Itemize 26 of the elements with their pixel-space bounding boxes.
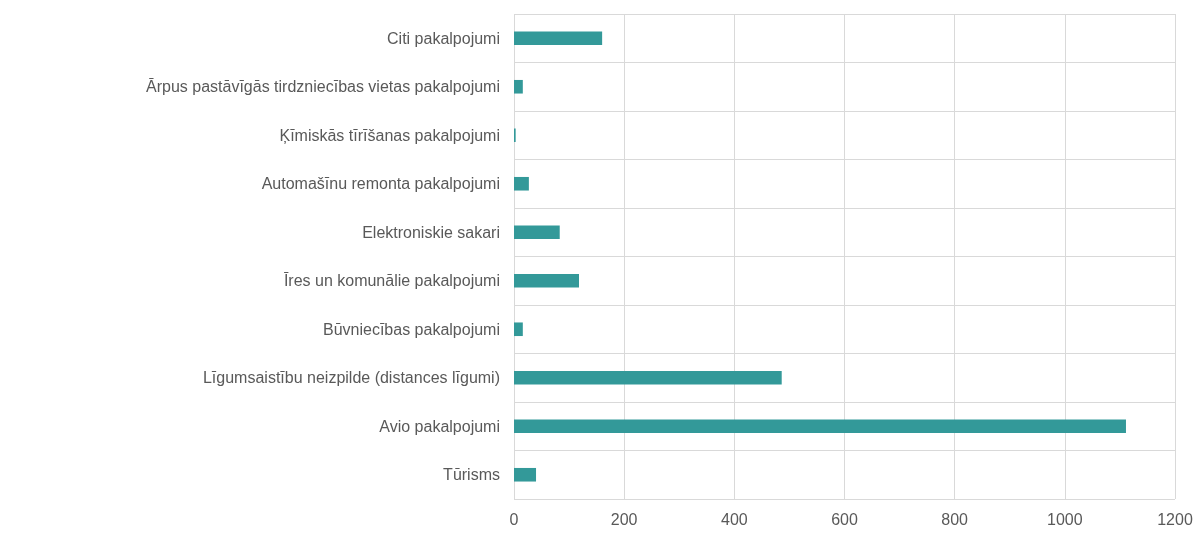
x-tick-label: 1000 — [1047, 510, 1083, 528]
x-tick-label: 200 — [610, 510, 638, 528]
bar — [514, 370, 782, 385]
y-tick-label: Automašīnu remonta pakalpojumi — [261, 175, 500, 193]
bar — [514, 322, 523, 337]
y-tick-label: Ķīmiskās tīrīšanas pakalpojumi — [279, 126, 500, 144]
x-tick-label: 0 — [509, 510, 519, 528]
y-tick-label: Būvniecības pakalpojumi — [323, 320, 500, 338]
x-tick-label: 400 — [720, 510, 748, 528]
x-tick-label: 1200 — [1157, 510, 1193, 528]
y-tick-label: Tūrisms — [443, 466, 500, 484]
y-tick-label: Ārpus pastāvīgās tirdzniecības vietas pakalpojumi — [146, 78, 500, 96]
y-tick-label: Avio pakalpojumi — [379, 417, 500, 435]
y-tick-label: Līgumsaistību neizpilde (distances līgumi) — [202, 369, 500, 387]
y-tick-label: Elektroniskie sakari — [362, 223, 500, 241]
bar — [514, 79, 523, 94]
y-tick-label: Īres un komunālie pakalpojumi — [283, 272, 500, 290]
bar — [514, 31, 603, 46]
x-tick-label: 600 — [831, 510, 858, 528]
bar — [514, 225, 560, 240]
bar — [514, 419, 1126, 434]
x-tick-label: 800 — [941, 510, 969, 528]
bar — [514, 176, 529, 191]
bar — [514, 467, 537, 482]
y-tick-label: Citi pakalpojumi — [387, 29, 500, 47]
bar — [514, 273, 579, 288]
